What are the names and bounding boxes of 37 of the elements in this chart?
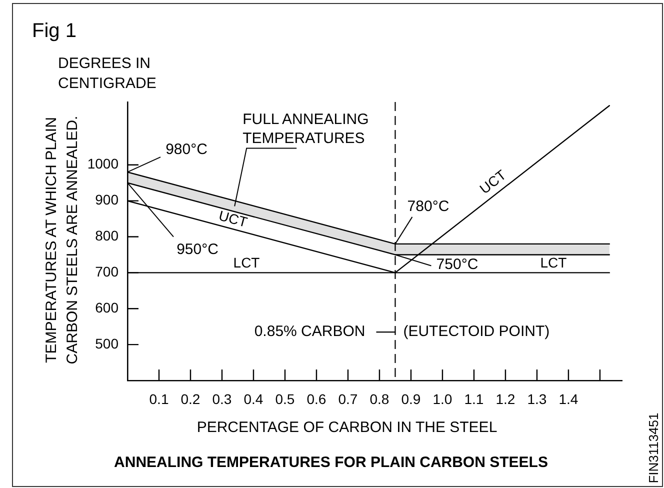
text: ANNEALING TEMPERATURES FOR PLAIN CARBON STEELS xyxy=(114,454,548,472)
text: UCT xyxy=(217,206,250,230)
ref-line-label: 0.85% CARBON xyxy=(254,323,366,342)
text: DEGREES IN CENTIGRADE xyxy=(58,54,158,94)
y-axis-title: TEMPERATURES AT WHICH PLAIN CARBON STEELS ARE ANNEALED. xyxy=(42,114,82,366)
x-tick-label: 0.6 xyxy=(306,390,326,407)
x-tick-label: 0.4 xyxy=(244,390,264,407)
annotation: 980°C xyxy=(166,141,208,160)
x-tick-label: 0.3 xyxy=(212,390,232,407)
x-tick-label: 1.1 xyxy=(464,390,484,407)
x-tick-label: 0.8 xyxy=(370,390,390,407)
x-tick-label: 1.0 xyxy=(432,390,452,407)
annotation: 750°C xyxy=(436,256,478,274)
text: LCT xyxy=(540,254,567,270)
series-label: LCT xyxy=(233,254,260,272)
y-tick-label: 900 xyxy=(95,192,119,208)
caption: Fig 1 xyxy=(32,19,76,43)
x-axis-title: PERCENTAGE OF CARBON IN THE STEEL xyxy=(196,419,498,437)
y-tick-label: 800 xyxy=(95,228,119,244)
y-tick-label: 500 xyxy=(95,335,119,352)
x-tick-label: 1.2 xyxy=(496,390,516,407)
x-tick-label: 0.1 xyxy=(149,390,169,407)
text: UCT xyxy=(476,166,510,198)
y-tick-label: 600 xyxy=(95,299,119,316)
x-tick-label: 1.3 xyxy=(527,390,547,407)
y-tick-label: 700 xyxy=(95,264,119,280)
x-tick-label: 0.5 xyxy=(275,390,295,407)
x-tick-label: 0.2 xyxy=(180,390,200,407)
annotation: FULL ANNEALING TEMPERATURES xyxy=(242,110,370,148)
text: FIN3113451 xyxy=(646,412,662,484)
x-tick-label: 0.7 xyxy=(338,390,358,407)
annotation: 780°C xyxy=(407,198,450,216)
annotation: 950°C xyxy=(176,240,218,259)
annotation: (EUTECTOID POINT) xyxy=(403,322,550,341)
x-tick-label: 1.4 xyxy=(558,390,578,407)
y-tick-label: 1000 xyxy=(87,156,119,172)
x-tick-label: 0.9 xyxy=(401,390,421,407)
